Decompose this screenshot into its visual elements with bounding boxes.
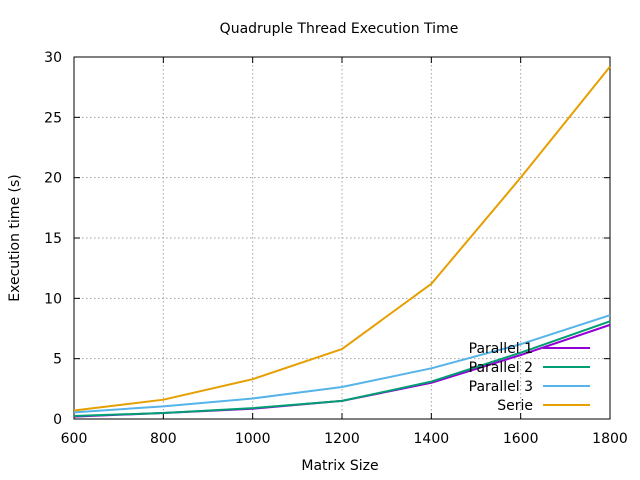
series-line-2 bbox=[73, 320, 611, 417]
legend-label: Parallel 1 bbox=[469, 341, 533, 357]
legend-label: Parallel 3 bbox=[469, 379, 533, 395]
x-tick-label: 1200 bbox=[324, 431, 360, 447]
series-line-4 bbox=[73, 66, 611, 412]
y-tick-label: 5 bbox=[53, 352, 62, 368]
series-lines bbox=[73, 66, 611, 418]
x-tick-label: 1800 bbox=[592, 431, 628, 447]
x-tick-label: 1400 bbox=[414, 431, 450, 447]
y-tick-label: 15 bbox=[44, 231, 62, 247]
x-tick-label: 1600 bbox=[503, 431, 539, 447]
chart-title: Quadruple Thread Execution Time bbox=[220, 21, 459, 37]
x-axis-title: Matrix Size bbox=[301, 458, 378, 474]
y-axis-tick-labels: 0 5 10 15 20 25 30 bbox=[44, 50, 62, 428]
series-line-3 bbox=[73, 314, 611, 414]
y-tick-label: 20 bbox=[44, 171, 62, 187]
grid bbox=[74, 57, 610, 419]
axis-ticks bbox=[73, 56, 611, 420]
y-tick-label: 30 bbox=[44, 50, 62, 66]
legend-label: Parallel 2 bbox=[469, 360, 533, 376]
x-tick-label: 800 bbox=[150, 431, 177, 447]
legend: Parallel 1 Parallel 2 Parallel 3 Serie bbox=[469, 341, 590, 414]
y-axis-title: Execution time (s) bbox=[7, 174, 23, 301]
y-tick-label: 25 bbox=[44, 110, 62, 126]
y-tick-label: 0 bbox=[53, 412, 62, 428]
legend-label: Serie bbox=[497, 398, 533, 414]
x-tick-label: 600 bbox=[61, 431, 88, 447]
y-tick-label: 10 bbox=[44, 291, 62, 307]
x-tick-label: 1000 bbox=[235, 431, 271, 447]
x-axis-tick-labels: 600 800 1000 1200 1400 1600 1800 bbox=[61, 431, 628, 447]
